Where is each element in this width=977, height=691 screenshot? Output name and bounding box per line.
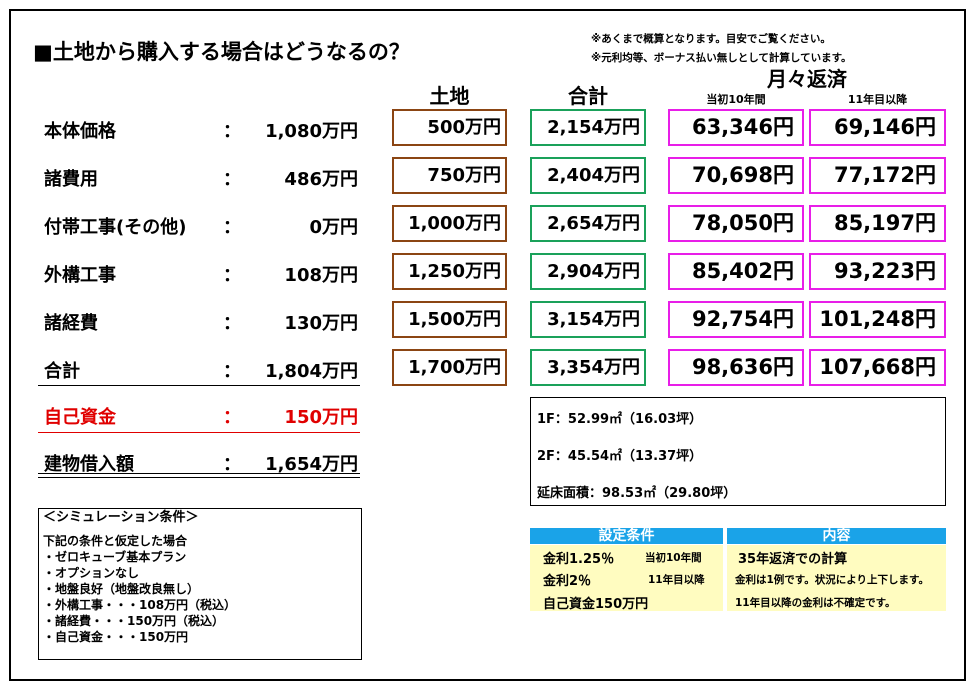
content-repayment-term: 35年返済での計算 bbox=[738, 552, 848, 567]
monthly-after11-cell: 93,223円 bbox=[809, 253, 946, 290]
total-price-cell: 2,654万円 bbox=[530, 205, 646, 242]
total-price-cell: 2,154万円 bbox=[530, 109, 646, 146]
simulation-line: 下記の条件と仮定した場合 bbox=[43, 534, 188, 548]
monthly-first10-cell: 78,050円 bbox=[668, 205, 804, 242]
note-estimate: ※あくまで概算となります。目安でご覧ください。 bbox=[591, 33, 831, 45]
monthly-after11-cell: 107,668円 bbox=[809, 349, 946, 386]
monthly-after11-cell: 101,248円 bbox=[809, 301, 946, 338]
monthly-after11-cell: 85,197円 bbox=[809, 205, 946, 242]
cost-amount-expenses: 130万円 bbox=[284, 313, 358, 334]
simulation-line: ・外構工事・・・108万円（税込） bbox=[43, 598, 237, 612]
colon: ： bbox=[223, 407, 241, 428]
cost-label-expenses: 諸経費 bbox=[44, 313, 98, 334]
total-price-cell: 3,354万円 bbox=[530, 349, 646, 386]
simulation-line: ・自己資金・・・150万円 bbox=[43, 630, 189, 644]
loan-amount: 1,654万円 bbox=[265, 454, 358, 475]
monthly-first10-cell: 92,754円 bbox=[668, 301, 804, 338]
simulation-line: ・諸経費・・・150万円（税込） bbox=[43, 614, 225, 628]
content-rate-uncertain: 11年目以降の金利は不確定です。 bbox=[735, 597, 896, 609]
land-price-cell: 1,500万円 bbox=[392, 301, 507, 338]
content-header: 内容 bbox=[727, 528, 946, 544]
cost-amount-total: 1,804万円 bbox=[265, 361, 358, 382]
simulation-line: ・ゼロキューブ基本プラン bbox=[43, 550, 187, 564]
cost-label-fees: 諸費用 bbox=[44, 169, 98, 190]
content-body bbox=[727, 545, 946, 611]
floor-area-total: 延床面積：98.53㎡（29.80坪） bbox=[537, 486, 737, 501]
page-frame bbox=[9, 9, 966, 681]
divider bbox=[38, 473, 360, 474]
monthly-first10-cell: 85,402円 bbox=[668, 253, 804, 290]
cost-amount-incidental: 0万円 bbox=[309, 217, 358, 238]
total-price-cell: 2,904万円 bbox=[530, 253, 646, 290]
monthly-first10-cell: 98,636円 bbox=[668, 349, 804, 386]
land-price-cell: 1,250万円 bbox=[392, 253, 507, 290]
monthly-after11-cell: 77,172円 bbox=[809, 157, 946, 194]
colon: ： bbox=[223, 313, 241, 334]
floor-area-1f: 1F：52.99㎡（16.03坪） bbox=[537, 412, 703, 427]
colon: ： bbox=[223, 217, 241, 238]
cost-label-base: 本体価格 bbox=[44, 121, 116, 142]
colon: ： bbox=[223, 121, 241, 142]
header-land: 土地 bbox=[429, 84, 470, 108]
loan-label: 建物借入額 bbox=[44, 454, 134, 475]
colon: ： bbox=[223, 454, 241, 475]
monthly-after11-cell: 69,146円 bbox=[809, 109, 946, 146]
cost-amount-base: 1,080万円 bbox=[265, 121, 358, 142]
colon: ： bbox=[223, 265, 241, 286]
header-first10: 当初10年間 bbox=[706, 93, 766, 106]
total-price-cell: 2,404万円 bbox=[530, 157, 646, 194]
own-funds-condition: 自己資金150万円 bbox=[543, 597, 649, 612]
header-monthly: 月々返済 bbox=[767, 67, 847, 91]
land-price-cell: 1,700万円 bbox=[392, 349, 507, 386]
total-price-cell: 3,154万円 bbox=[530, 301, 646, 338]
own-funds-label: 自己資金 bbox=[44, 407, 116, 428]
land-price-cell: 1,000万円 bbox=[392, 205, 507, 242]
colon: ： bbox=[223, 361, 241, 382]
floor-area-box: 1F：52.99㎡（16.03坪） 2F：45.54㎡（13.37坪） 延床面積… bbox=[530, 397, 946, 506]
rate-first10: 金利1.25％ bbox=[543, 552, 615, 567]
divider bbox=[38, 477, 360, 478]
colon: ： bbox=[223, 169, 241, 190]
divider bbox=[38, 385, 360, 386]
rate-after11: 金利2％ bbox=[543, 574, 592, 589]
conditions-body bbox=[530, 545, 723, 611]
cost-amount-exterior: 108万円 bbox=[284, 265, 358, 286]
header-after11: 11年目以降 bbox=[847, 93, 908, 106]
floor-area-2f: 2F：45.54㎡（13.37坪） bbox=[537, 449, 703, 464]
page-title: ■土地から購入する場合はどうなるの？ bbox=[33, 40, 410, 64]
cost-label-exterior: 外構工事 bbox=[44, 265, 116, 286]
land-price-cell: 750万円 bbox=[392, 157, 507, 194]
cost-label-total: 合計 bbox=[44, 361, 80, 382]
monthly-first10-cell: 63,346円 bbox=[668, 109, 804, 146]
monthly-first10-cell: 70,698円 bbox=[668, 157, 804, 194]
simulation-title: ＜シミュレーション条件＞ bbox=[43, 510, 199, 525]
content-rate-example: 金利は1例です。状況により上下します。 bbox=[735, 574, 929, 586]
own-funds-amount: 150万円 bbox=[284, 407, 358, 428]
conditions-header: 設定条件 bbox=[530, 528, 723, 544]
land-price-cell: 500万円 bbox=[392, 109, 507, 146]
cost-label-incidental: 付帯工事(その他) bbox=[44, 217, 187, 238]
note-calculation: ※元利均等、ボーナス払い無しとして計算しています。 bbox=[591, 52, 852, 64]
cost-amount-fees: 486万円 bbox=[284, 169, 358, 190]
divider bbox=[38, 432, 360, 433]
simulation-line: ・地盤良好（地盤改良無し） bbox=[43, 582, 200, 596]
header-total: 合計 bbox=[568, 84, 608, 108]
simulation-line: ・オプションなし bbox=[43, 566, 140, 580]
rate-after11-period: 11年目以降 bbox=[648, 574, 705, 586]
simulation-conditions-box: ＜シミュレーション条件＞ 下記の条件と仮定した場合 ・ゼロキューブ基本プラン ・… bbox=[38, 508, 362, 660]
rate-first10-period: 当初10年間 bbox=[645, 552, 702, 564]
